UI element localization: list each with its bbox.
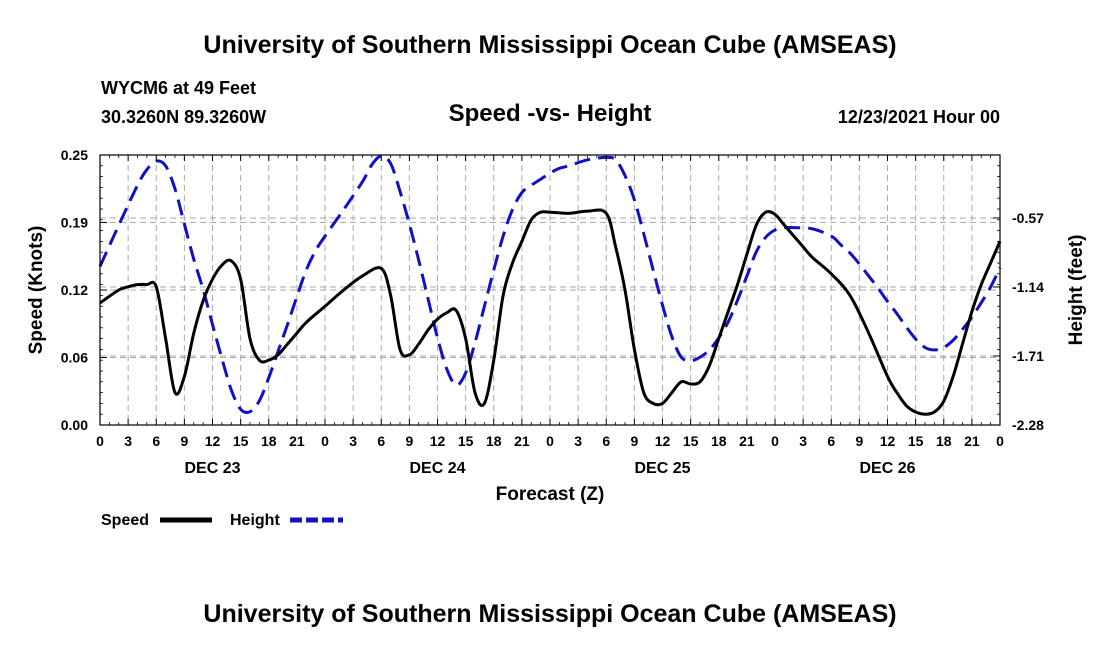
x-axis-label: Forecast (Z) (496, 484, 605, 505)
x-tick-label: 6 (602, 433, 610, 449)
x-tick-label: 0 (996, 433, 1004, 449)
y-tick-label: 0.12 (61, 282, 88, 298)
x-tick-label: 0 (771, 433, 779, 449)
grid-layer (100, 155, 1000, 425)
series-layer (98, 154, 1002, 416)
y-axis-label: Speed (Knots) (26, 226, 47, 355)
x-day-label: DEC 26 (859, 460, 915, 477)
x-day-label: DEC 24 (409, 460, 465, 477)
footer-title: University of Southern Mississippi Ocean… (203, 600, 897, 628)
legend: Speed Height (101, 512, 343, 529)
x-tick-label: 21 (514, 433, 530, 449)
coordinates-label: 30.3260N 89.3260W (101, 107, 267, 127)
x-tick-label: 21 (739, 433, 755, 449)
x-tick-label: 21 (964, 433, 980, 449)
x-tick-label: 9 (180, 433, 188, 449)
x-day-label: DEC 25 (634, 460, 690, 477)
y-tick-label: 0.06 (61, 350, 88, 366)
y2-tick-label: -2.28 (1012, 417, 1044, 433)
page-title: University of Southern Mississippi Ocean… (203, 31, 897, 59)
x-tick-label: 21 (289, 433, 305, 449)
x-tick-label: 0 (96, 433, 104, 449)
forecast-date-label: 12/23/2021 Hour 00 (837, 107, 1000, 127)
x-tick-label: 6 (827, 433, 835, 449)
x-tick-label: 9 (630, 433, 638, 449)
x-tick-label: 18 (261, 433, 277, 449)
y2-tick-label: -1.14 (1012, 279, 1044, 295)
x-tick-label: 15 (458, 433, 474, 449)
y-tick-label: 0.25 (61, 147, 88, 163)
x-tick-label: 12 (655, 433, 671, 449)
x-tick-label: 12 (205, 433, 221, 449)
x-tick-label: 15 (683, 433, 699, 449)
tick-layer (99, 154, 1001, 426)
legend-label-height: Height (230, 512, 280, 529)
y2-tick-label: -0.57 (1012, 210, 1044, 226)
x-day-label: DEC 23 (184, 460, 240, 477)
x-tick-label: 12 (430, 433, 446, 449)
x-tick-label: 3 (574, 433, 582, 449)
series-line-speed (99, 208, 1002, 416)
x-tick-label: 15 (233, 433, 249, 449)
x-tick-label: 0 (321, 433, 329, 449)
x-tick-label: 18 (936, 433, 952, 449)
legend-label-speed: Speed (101, 512, 149, 529)
x-tick-label: 3 (124, 433, 132, 449)
chart-title: Speed -vs- Height (448, 100, 652, 127)
series-line-height (98, 154, 1002, 414)
label-layer: 0 3 6 9 12 15 18 21 0 3 6 9 12 15 18 21 0 3 6 9 12 15 18 21 0 3 6 9… (61, 147, 1044, 477)
y-tick-label: 0.19 (61, 215, 88, 231)
x-tick-label: 0 (546, 433, 554, 449)
x-tick-label: 9 (405, 433, 413, 449)
x-tick-label: 18 (711, 433, 727, 449)
x-tick-label: 12 (880, 433, 896, 449)
x-tick-label: 3 (799, 433, 807, 449)
x-tick-label: 6 (377, 433, 385, 449)
y2-axis-label: Height (feet) (1066, 235, 1087, 346)
x-tick-label: 9 (855, 433, 863, 449)
station-label: WYCM6 at 49 Feet (101, 78, 257, 98)
x-tick-label: 18 (486, 433, 502, 449)
x-tick-label: 6 (152, 433, 160, 449)
x-tick-label: 3 (349, 433, 357, 449)
x-tick-label: 15 (908, 433, 924, 449)
y2-tick-label: -1.71 (1012, 348, 1044, 364)
y-tick-label: 0.00 (61, 417, 88, 433)
